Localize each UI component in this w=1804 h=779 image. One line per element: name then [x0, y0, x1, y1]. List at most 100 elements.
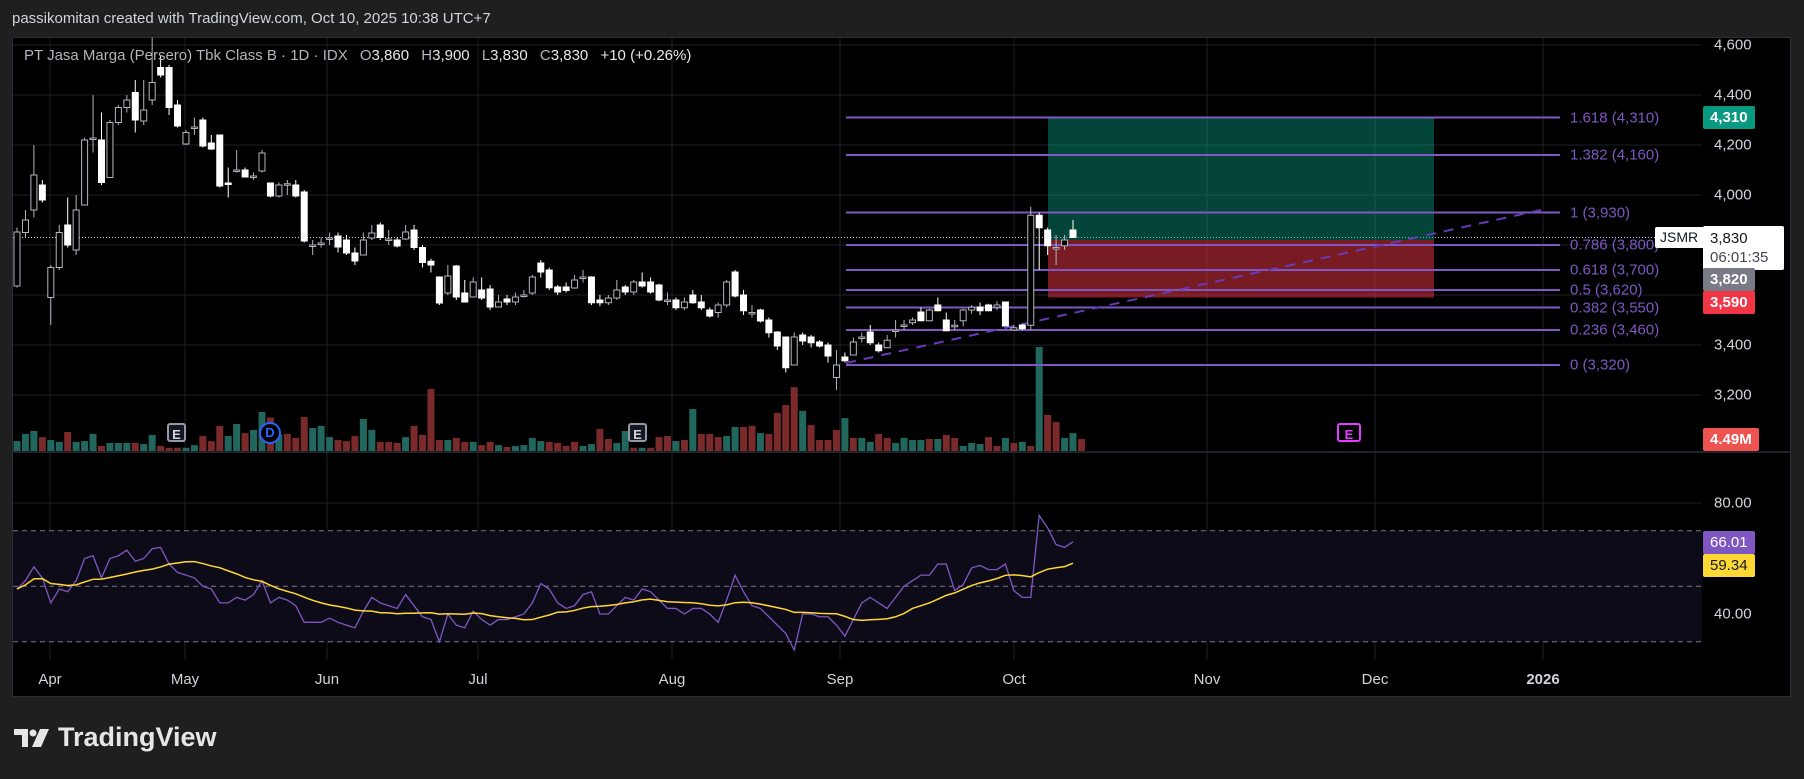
candle-body-down — [756, 309, 764, 322]
candle-body-up — [148, 82, 156, 101]
volume-bar — [292, 437, 300, 451]
volume-bar — [21, 433, 29, 451]
volume-bar — [486, 441, 494, 451]
volume-bar — [883, 437, 891, 451]
candle-body-up — [317, 242, 325, 245]
legend-high-label: H — [421, 47, 433, 64]
candle-body-up — [275, 184, 283, 197]
loss-zone — [1048, 240, 1434, 298]
tradingview-logo[interactable]: TradingView — [14, 722, 217, 753]
candle-body-up — [832, 364, 840, 378]
candle-body-up — [444, 275, 452, 294]
volume-bar — [647, 447, 655, 451]
bar-countdown: 06:01:35 — [1710, 249, 1769, 266]
volume-bar — [621, 430, 629, 451]
candle-body-up — [81, 139, 89, 206]
candle-body-down — [697, 301, 705, 309]
volume-bar — [157, 445, 165, 451]
candle-body-down — [1069, 229, 1077, 238]
volume-bar — [1018, 441, 1026, 451]
legend-low-label: L — [481, 47, 491, 64]
candle-body-down — [985, 304, 993, 312]
candle-body-up — [55, 232, 63, 268]
upcoming-earnings-marker[interactable]: E — [1337, 423, 1361, 442]
candle-body-up — [959, 309, 967, 322]
volume-bar — [435, 440, 443, 451]
volume-bar — [359, 418, 367, 451]
volume-bar — [917, 440, 925, 451]
candle-body-up — [89, 137, 97, 140]
volume-bar — [427, 388, 435, 451]
price-axis-label: 3,200 — [1714, 386, 1752, 404]
volume-bar — [655, 437, 663, 451]
candle-body-up — [123, 99, 131, 108]
volume-bar — [114, 442, 122, 451]
volume-bar — [571, 441, 579, 451]
volume-bar — [342, 441, 350, 451]
candles — [13, 37, 1077, 390]
candle-body-down — [647, 281, 655, 293]
earnings-marker-2[interactable]: E — [628, 423, 647, 442]
candle-body-up — [663, 299, 671, 302]
volume-bar — [233, 423, 241, 451]
volume-bar — [207, 441, 215, 451]
candle-body-up — [571, 279, 579, 289]
dividend-marker[interactable]: D — [259, 422, 281, 444]
candle-body-up — [883, 339, 891, 349]
candle-body-down — [199, 119, 207, 147]
volume-bar — [714, 437, 722, 451]
candle-body-down — [452, 265, 460, 298]
volume-bar — [376, 441, 384, 451]
candle-body-up — [680, 301, 688, 309]
symbol-legend[interactable]: PT Jasa Marga (Persero) Tbk Class B · 1D… — [24, 47, 691, 64]
candle-body-up — [993, 304, 1001, 308]
volume-bar — [300, 417, 308, 451]
rsi-value-tag: 66.01 — [1703, 531, 1755, 554]
volume-bar — [1052, 422, 1060, 451]
volume-bar — [782, 405, 790, 451]
candle-body-up — [359, 239, 367, 256]
price-axis-label: 4,000 — [1714, 186, 1752, 204]
volume-bar — [478, 445, 486, 451]
legend-title: PT Jasa Marga (Persero) Tbk Class B · 1D… — [24, 47, 348, 64]
volume-bar — [334, 440, 342, 451]
rsi-axis-label: 80.00 — [1714, 494, 1752, 512]
earnings-marker[interactable]: E — [167, 423, 186, 442]
volume-bar — [756, 433, 764, 451]
volume-bar — [976, 444, 984, 451]
volume-bar — [773, 413, 781, 451]
candle-body-up — [849, 341, 857, 356]
candle-body-up — [309, 244, 317, 247]
volume-bar — [131, 442, 139, 451]
candle-body-up — [908, 319, 916, 324]
volume-bar — [832, 429, 840, 451]
candle-body-down — [917, 311, 925, 322]
candle-body-down — [486, 288, 494, 308]
volume-bar — [892, 442, 900, 451]
volume-bar — [1027, 445, 1035, 451]
legend-low: 3,830 — [490, 47, 528, 64]
volume-bar — [520, 445, 528, 451]
candle-body-up — [951, 324, 959, 328]
candle-body-down — [300, 191, 308, 242]
candle-body-down — [740, 294, 748, 312]
candle-body-down — [292, 184, 300, 197]
candle-body-down — [706, 309, 714, 317]
volume-bar — [38, 437, 46, 451]
volume-bar — [250, 429, 258, 451]
volume-bar — [503, 446, 511, 451]
candle-body-down — [773, 331, 781, 347]
last-price: 3,830 — [1710, 230, 1748, 247]
profit-zone — [1048, 117, 1434, 240]
candle-body-down — [866, 331, 874, 344]
volume-bar — [30, 430, 38, 451]
candle-body-down — [393, 239, 401, 247]
volume-bar — [1061, 437, 1069, 451]
candle-body-down — [596, 299, 604, 304]
volume-bar — [554, 442, 562, 451]
volume-bar — [199, 436, 207, 451]
fib-level-label: 0.236 (3,460) — [1570, 321, 1660, 339]
candle-body-down — [410, 229, 418, 248]
candle-body-down — [824, 344, 832, 357]
